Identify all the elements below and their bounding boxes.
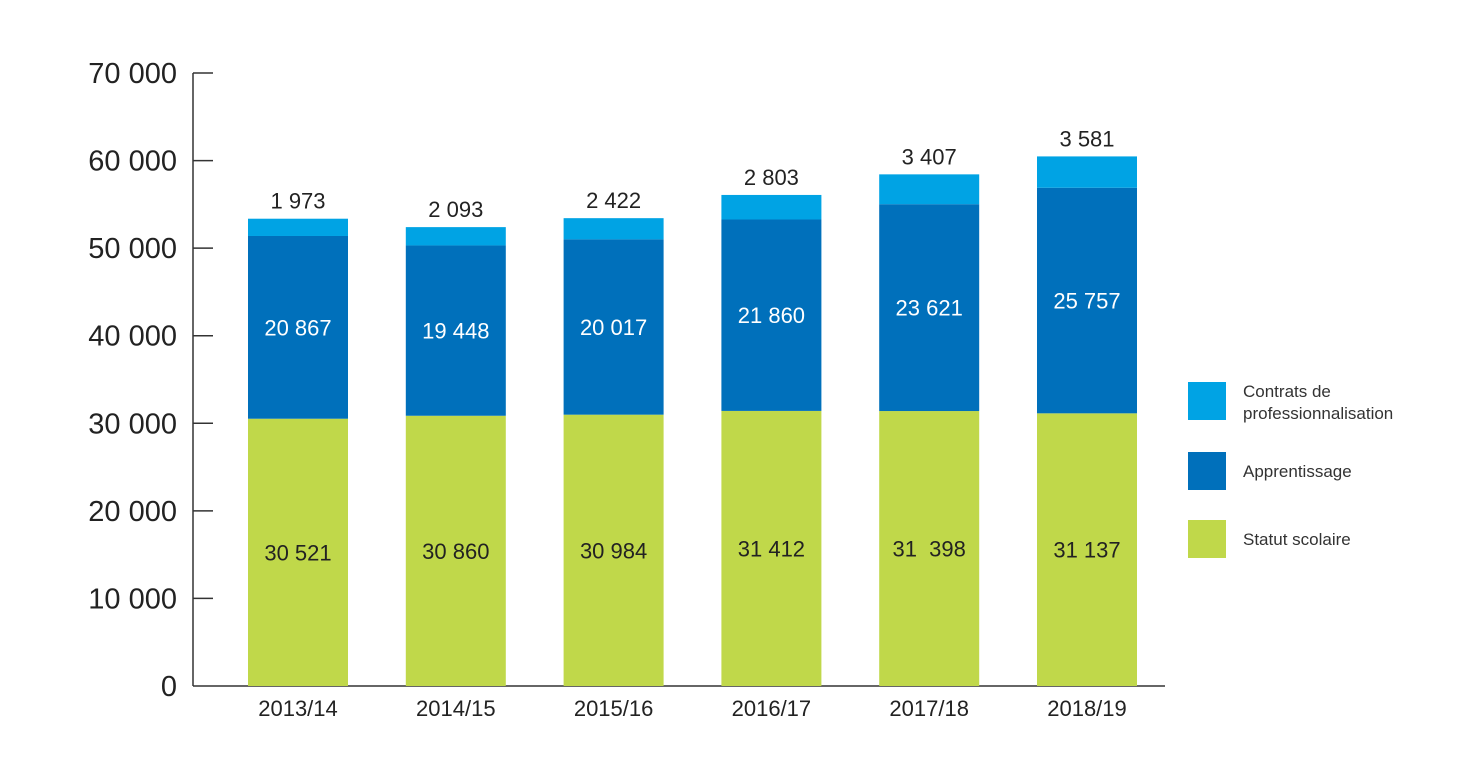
data-label: 30 984 — [580, 538, 647, 563]
data-label: 2 422 — [586, 188, 641, 213]
bar-segment — [1037, 187, 1137, 414]
bar-segment — [563, 414, 664, 686]
data-label: 30 521 — [264, 540, 331, 565]
y-tick-label: 20 000 — [88, 496, 177, 528]
bar-segment — [563, 218, 664, 240]
legend-swatch — [1188, 382, 1226, 420]
bar-segment — [879, 411, 980, 686]
bar-segment — [879, 174, 980, 205]
legend-swatch — [1188, 452, 1226, 490]
data-label: 3 407 — [902, 144, 957, 169]
x-axis: 2013/14 2014/15 2015/16 2016/17 2017/18 2018/… — [193, 685, 1165, 721]
y-tick-label: 30 000 — [88, 408, 177, 440]
bar-segment — [405, 245, 506, 416]
legend-swatch — [1188, 520, 1226, 558]
legend-item: Contrats de professionnalisation — [1188, 382, 1393, 423]
data-label: 25 757 — [1053, 289, 1120, 314]
bar-segment — [405, 415, 506, 686]
y-tick-label: 0 — [161, 671, 177, 703]
y-tick-label: 10 000 — [88, 583, 177, 615]
y-tick-label: 60 000 — [88, 146, 177, 178]
y-axis: 0 10 000 20 000 30 000 40 000 50 000 60 000 70 … — [88, 58, 213, 703]
data-label: 31 412 — [738, 536, 805, 561]
x-tick-label: 2017/18 — [889, 696, 969, 721]
legend-label: professionnalisation — [1243, 404, 1393, 423]
bars: 30 521 20 867 1 973 30 860 19 448 2 093 30 984… — [248, 126, 1137, 686]
bar-stack: 30 984 20 017 2 422 — [563, 188, 664, 686]
x-tick-label: 2013/14 — [258, 696, 338, 721]
bar-segment — [1037, 156, 1137, 188]
data-label: 20 017 — [580, 315, 647, 340]
legend-item: Statut scolaire — [1188, 520, 1351, 558]
data-label: 31 137 — [1053, 538, 1120, 563]
bar-stack: 31 137 25 757 3 581 — [1037, 126, 1137, 686]
x-tick-label: 2018/19 — [1047, 696, 1127, 721]
x-tick-label: 2014/15 — [416, 696, 496, 721]
data-label: 19 448 — [422, 319, 489, 344]
bar-segment — [248, 235, 348, 419]
bar-stack: 31 412 21 860 2 803 — [721, 165, 822, 686]
data-label: 2 803 — [744, 165, 799, 190]
bar-stack: 30 860 19 448 2 093 — [405, 197, 506, 686]
y-tick-label: 70 000 — [88, 58, 177, 90]
bar-stack: 30 521 20 867 1 973 — [248, 189, 348, 686]
bar-segment — [563, 239, 664, 415]
bar-segment — [879, 204, 980, 412]
bar-segment — [248, 218, 348, 236]
data-label: 21 860 — [738, 303, 805, 328]
legend-label: Apprentissage — [1243, 462, 1352, 481]
bar-stack: 31 398 23 621 3 407 — [879, 144, 980, 686]
bar-segment — [1037, 413, 1137, 686]
bar-segment — [405, 227, 506, 246]
x-tick-label: 2015/16 — [574, 696, 654, 721]
data-label: 20 867 — [264, 315, 331, 340]
data-label: 3 581 — [1059, 126, 1114, 151]
bar-segment — [721, 194, 822, 220]
y-tick-label: 50 000 — [88, 233, 177, 265]
legend-label: Contrats de — [1243, 382, 1331, 401]
legend-item: Apprentissage — [1188, 452, 1352, 490]
bar-segment — [248, 418, 348, 686]
legend-label: Statut scolaire — [1243, 530, 1351, 549]
data-label: 23 621 — [896, 296, 963, 321]
legend: Contrats de professionnalisation Apprentis… — [1188, 382, 1393, 558]
data-label: 30 860 — [422, 539, 489, 564]
x-tick-label: 2016/17 — [732, 696, 812, 721]
data-label: 1 973 — [270, 189, 325, 214]
bar-segment — [721, 219, 822, 411]
bar-segment — [721, 410, 822, 686]
y-tick-label: 40 000 — [88, 321, 177, 353]
data-label: 2 093 — [428, 197, 483, 222]
data-label: 31 398 — [892, 537, 965, 562]
